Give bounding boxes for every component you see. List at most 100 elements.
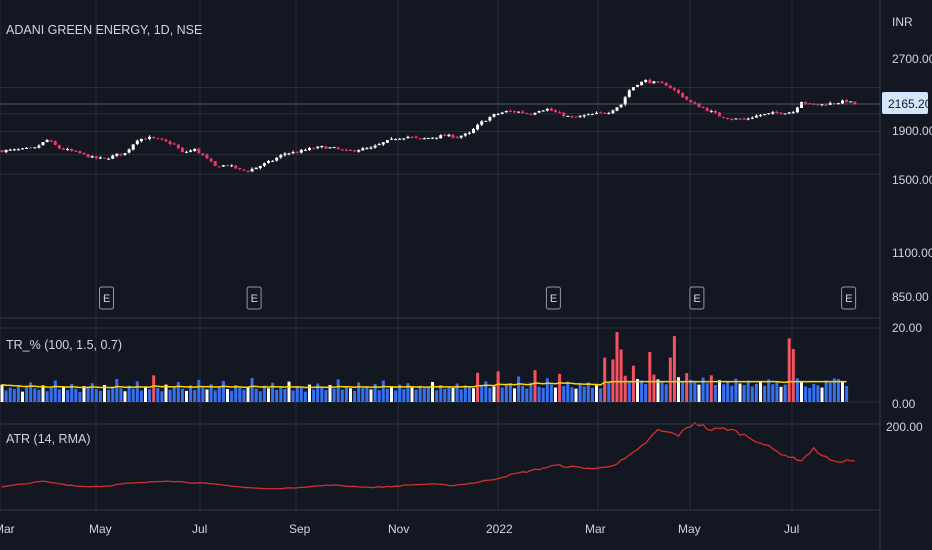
tr-bar <box>333 389 336 402</box>
tr-bar <box>197 380 200 402</box>
atr-scale[interactable]: 200.00 <box>886 420 923 434</box>
tr-bar <box>345 386 348 402</box>
price-tick-label: 1100.00 <box>892 246 932 260</box>
atr-indicator-title[interactable]: ATR (14, RMA) <box>6 432 91 446</box>
tr-bar <box>337 379 340 402</box>
candle-body <box>419 138 422 139</box>
candle-body <box>583 115 586 116</box>
candle-body <box>447 135 450 137</box>
tr-bar <box>214 391 217 402</box>
candle-body <box>156 138 159 139</box>
tr-bar <box>324 390 327 402</box>
candle-body <box>726 118 729 119</box>
tr-bar <box>607 382 610 402</box>
earnings-marker[interactable]: E <box>842 287 856 309</box>
tr-bar <box>29 382 32 402</box>
candle-body <box>222 165 225 166</box>
tr-bar <box>9 388 12 402</box>
candle-body <box>341 149 344 150</box>
tr-bar <box>107 390 110 402</box>
tr-bar <box>841 381 844 402</box>
tr-bar <box>50 388 53 402</box>
tr-bar <box>681 382 684 402</box>
candle-body <box>804 102 807 103</box>
candle-body <box>411 137 414 138</box>
tr-bar <box>185 391 188 402</box>
candle-body <box>210 159 213 162</box>
candle-body <box>337 148 340 149</box>
atr-tick-label: 200.00 <box>886 420 923 434</box>
candle-body <box>173 144 176 145</box>
candle-body <box>189 150 192 151</box>
tr-bar <box>628 382 631 402</box>
tr-bar <box>751 386 754 402</box>
candle-body <box>374 146 377 148</box>
tr-bar <box>132 389 135 402</box>
candle-body <box>599 112 602 113</box>
candle-body <box>140 139 143 141</box>
candle-body <box>382 142 385 144</box>
candle-body <box>21 148 24 149</box>
candle-body <box>242 169 245 170</box>
tr-bar <box>718 380 721 402</box>
tr-bar <box>95 389 98 402</box>
tr-bar <box>320 388 323 402</box>
candle-body <box>132 144 135 149</box>
candle-body <box>538 111 541 113</box>
tr-bar <box>46 391 49 402</box>
tr-bar <box>583 386 586 402</box>
tr-bar <box>517 376 520 402</box>
symbol-title[interactable]: ADANI GREEN ENERGY, 1D, NSE <box>6 23 202 37</box>
candle-body <box>693 103 696 104</box>
earnings-marker[interactable]: E <box>100 287 114 309</box>
tr-tick-label: 20.00 <box>892 321 922 335</box>
earnings-marker[interactable]: E <box>690 287 704 309</box>
candle-body <box>611 110 614 113</box>
tr-bar <box>25 387 28 402</box>
time-axis-label: Mar <box>585 522 606 536</box>
earnings-marker[interactable]: E <box>546 287 560 309</box>
tr-bar <box>156 388 159 402</box>
tr-bar <box>62 387 65 402</box>
candle-body <box>816 104 819 105</box>
tr-bar <box>144 386 147 402</box>
candle-body <box>546 109 549 111</box>
candle-body <box>398 139 401 140</box>
candle-body <box>288 153 291 154</box>
candle-body <box>529 114 532 115</box>
candle-body <box>234 165 237 168</box>
candle-body <box>37 146 40 148</box>
earnings-marker[interactable]: E <box>247 287 261 309</box>
candle-body <box>247 171 250 172</box>
tr-bar <box>665 384 668 402</box>
candle-body <box>644 80 647 82</box>
tr-bar <box>816 385 819 402</box>
tr-bar <box>312 389 315 402</box>
tr-bar <box>460 389 463 402</box>
candle-body <box>119 154 122 155</box>
candle-body <box>841 100 844 103</box>
earnings-marker-label: E <box>251 293 258 305</box>
tr-indicator-title[interactable]: TR_% (100, 1.5, 0.7) <box>6 338 122 352</box>
tr-bar <box>611 359 614 402</box>
tr-bar <box>538 387 541 402</box>
candle-body <box>29 147 32 148</box>
candle-body <box>517 112 520 113</box>
tr-bar <box>759 381 762 402</box>
candle-body <box>292 152 295 153</box>
tr-bar <box>136 381 139 402</box>
candle-body <box>9 150 12 151</box>
tr-bar <box>78 392 81 402</box>
candle-body <box>497 114 500 115</box>
candle-body <box>361 148 364 150</box>
candle-body <box>128 149 131 152</box>
tr-bar <box>472 388 475 402</box>
tr-bar <box>452 388 455 402</box>
candle-body <box>439 135 442 138</box>
tr-bar <box>505 385 508 402</box>
candle-body <box>329 147 332 148</box>
candle-body <box>513 111 516 112</box>
candle-body <box>99 158 102 159</box>
tr-bar <box>83 386 86 402</box>
